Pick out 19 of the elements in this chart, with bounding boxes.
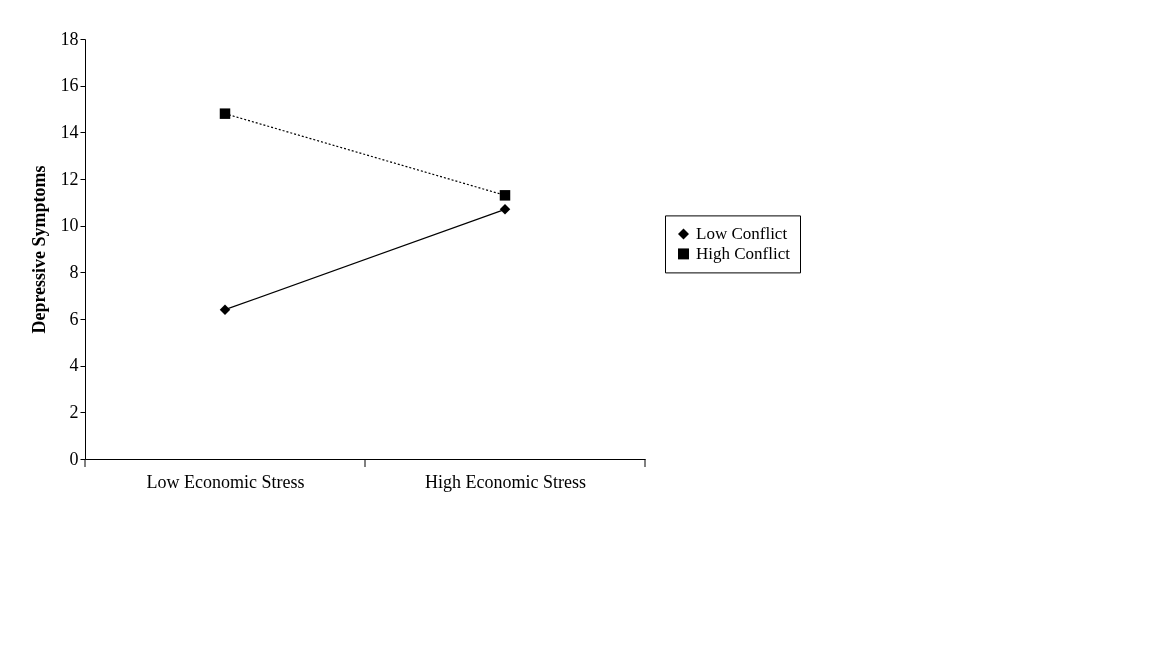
point (219, 304, 231, 315)
legend-label: Low Conflict (696, 223, 788, 243)
point (219, 108, 231, 119)
point (499, 190, 511, 201)
y-tick-label: 2 (69, 401, 79, 422)
x-tick-label: High Economic Stress (425, 471, 586, 492)
y-tick-label: 8 (69, 261, 79, 282)
y-tick-label: 4 (69, 355, 79, 376)
y-tick-label: 16 (60, 75, 79, 96)
y-tick-label: 18 (60, 28, 79, 49)
y-axis-title: Depressive Symptoms (28, 165, 49, 334)
point (499, 204, 511, 215)
y-tick-label: 6 (69, 308, 79, 329)
y-tick-label: 0 (69, 448, 79, 469)
x-tick-label: Low Economic Stress (146, 471, 305, 492)
y-tick-label: 14 (60, 121, 79, 142)
legend-label: High Conflict (696, 243, 791, 263)
y-tick-label: 12 (60, 168, 79, 189)
y-tick-label: 10 (60, 215, 79, 236)
